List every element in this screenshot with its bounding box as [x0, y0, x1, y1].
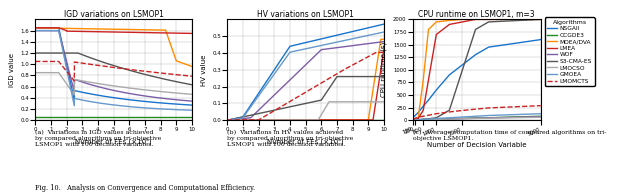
- Y-axis label: HV value: HV value: [201, 54, 207, 86]
- X-axis label: Number of FEs (×10⁵): Number of FEs (×10⁵): [268, 137, 344, 145]
- Text: Fig. 10.   Analysis on Convergence and Computational Efficiency.: Fig. 10. Analysis on Convergence and Com…: [35, 184, 255, 192]
- X-axis label: Number of FEs (×10⁵): Number of FEs (×10⁵): [76, 137, 152, 145]
- Text: (c)  Average computation time of compared algorithms on tri-
objective LSMOP1.: (c) Average computation time of compared…: [413, 130, 606, 141]
- Y-axis label: IGD value: IGD value: [9, 53, 15, 87]
- Legend: NSGAII, CCGDE3, MOEA/DVA, LMEA, WOF, S3-CMA-ES, LMOCSO, GMOEA, LMOMCTS: NSGAII, CCGDE3, MOEA/DVA, LMEA, WOF, S3-…: [545, 17, 595, 86]
- Text: (b)  Variations in HV values achieved
by compared algorithms on tri-objective
LS: (b) Variations in HV values achieved by …: [227, 130, 353, 147]
- Text: (a)  Variations in IGD values achieved
by compared algorithms on tri-objective
L: (a) Variations in IGD values achieved by…: [35, 130, 161, 147]
- Y-axis label: CPU runtime (s): CPU runtime (s): [381, 42, 387, 97]
- Title: IGD variations on LSMOP1: IGD variations on LSMOP1: [63, 10, 164, 19]
- Title: HV variations on LSMOP1: HV variations on LSMOP1: [257, 10, 354, 19]
- X-axis label: Number of Decision Variable: Number of Decision Variable: [427, 142, 527, 148]
- Title: CPU runtime on LSMOP1, m=3: CPU runtime on LSMOP1, m=3: [419, 10, 535, 19]
